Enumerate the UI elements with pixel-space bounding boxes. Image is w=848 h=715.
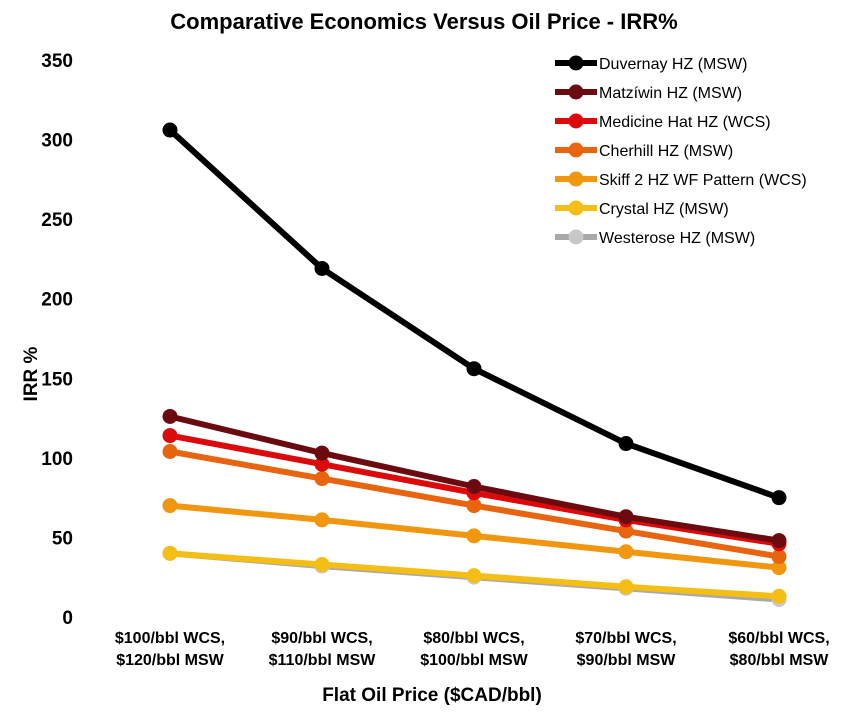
- data-point: [162, 408, 178, 424]
- data-point: [618, 509, 634, 525]
- series-4: [162, 498, 787, 576]
- data-point: [466, 479, 482, 495]
- data-point: [771, 560, 787, 576]
- legend-swatch-marker: [568, 142, 584, 158]
- legend-item: Westerose HZ (MSW): [555, 229, 755, 247]
- legend-item: Duvernay HZ (MSW): [555, 55, 747, 73]
- data-point: [466, 568, 482, 584]
- x-tick-label: $70/bbl WCS,: [575, 630, 676, 647]
- legend-swatch-marker: [568, 200, 584, 216]
- data-point: [618, 544, 634, 560]
- data-point: [162, 122, 178, 138]
- data-point: [162, 545, 178, 561]
- data-point: [618, 579, 634, 595]
- x-tick-label: $60/bbl WCS,: [728, 630, 829, 647]
- data-point: [466, 498, 482, 514]
- x-tick-label: $90/bbl WCS,: [271, 630, 372, 647]
- legend-swatch-marker: [568, 55, 584, 71]
- legend-swatch-marker: [568, 84, 584, 100]
- data-point: [314, 456, 330, 472]
- data-point: [314, 512, 330, 528]
- legend-label: Skiff 2 HZ WF Pattern (WCS): [599, 172, 807, 189]
- legend-item: Matzíwin HZ (MSW): [555, 84, 742, 102]
- x-tick-label: $80/bbl WCS,: [423, 630, 524, 647]
- legend-label: Crystal HZ (MSW): [599, 201, 729, 218]
- y-axis-ticks: 0 50 100 150 200 250 300 350: [41, 51, 73, 629]
- chart-title: Comparative Economics Versus Oil Price -…: [170, 9, 677, 34]
- legend-label: Westerose HZ (MSW): [599, 230, 755, 247]
- data-point: [771, 490, 787, 506]
- legend-swatch-marker: [568, 113, 584, 129]
- y-axis-title: IRR %: [21, 346, 42, 401]
- x-tick-label: $90/bbl MSW: [577, 652, 677, 669]
- y-tick-label: 0: [62, 608, 73, 629]
- x-tick-label: $110/bbl MSW: [269, 652, 377, 669]
- legend-label: Medicine Hat HZ (WCS): [599, 114, 771, 131]
- data-point: [314, 445, 330, 461]
- series-1: [162, 408, 787, 549]
- legend-label: Cherhill HZ (MSW): [599, 143, 733, 160]
- y-tick-label: 300: [41, 131, 73, 152]
- plot-area: [162, 122, 787, 607]
- data-point: [162, 443, 178, 459]
- legend-item: Crystal HZ (MSW): [555, 200, 729, 218]
- data-point: [466, 361, 482, 377]
- y-tick-label: 250: [41, 210, 73, 231]
- data-point: [466, 528, 482, 544]
- legend-label: Duvernay HZ (MSW): [599, 56, 747, 73]
- y-tick-label: 150: [41, 369, 73, 390]
- x-tick-label: $80/bbl MSW: [730, 652, 830, 669]
- x-tick-label: $100/bbl WCS,: [115, 630, 225, 647]
- data-point: [618, 436, 634, 452]
- x-tick-label: $120/bbl MSW: [116, 652, 224, 669]
- x-axis-ticks: $100/bbl WCS, $120/bbl MSW $90/bbl WCS, $11…: [115, 630, 830, 669]
- y-tick-label: 350: [41, 51, 73, 72]
- legend-label: Matzíwin HZ (MSW): [599, 85, 742, 102]
- data-point: [771, 588, 787, 604]
- legend-item: Cherhill HZ (MSW): [555, 142, 733, 160]
- series-line: [169, 413, 780, 544]
- x-axis-title: Flat Oil Price ($CAD/bbl): [322, 685, 542, 706]
- y-tick-label: 50: [52, 528, 73, 549]
- data-point: [771, 549, 787, 565]
- data-point: [314, 556, 330, 572]
- series-0: [162, 122, 787, 506]
- legend-item: Skiff 2 HZ WF Pattern (WCS): [555, 171, 807, 189]
- data-point: [771, 533, 787, 549]
- legend: Duvernay HZ (MSW) Matzíwin HZ (MSW) Medici…: [555, 55, 807, 247]
- y-tick-label: 200: [41, 290, 73, 311]
- data-point: [314, 260, 330, 276]
- data-point: [314, 471, 330, 487]
- legend-swatch-marker: [568, 171, 584, 187]
- data-point: [162, 498, 178, 514]
- legend-item: Medicine Hat HZ (WCS): [555, 113, 771, 131]
- series-3: [162, 443, 787, 565]
- y-tick-label: 100: [41, 449, 73, 470]
- legend-swatch-marker: [568, 229, 584, 245]
- x-tick-label: $100/bbl MSW: [420, 652, 528, 669]
- data-point: [618, 523, 634, 539]
- series-5: [162, 545, 787, 604]
- data-point: [162, 428, 178, 444]
